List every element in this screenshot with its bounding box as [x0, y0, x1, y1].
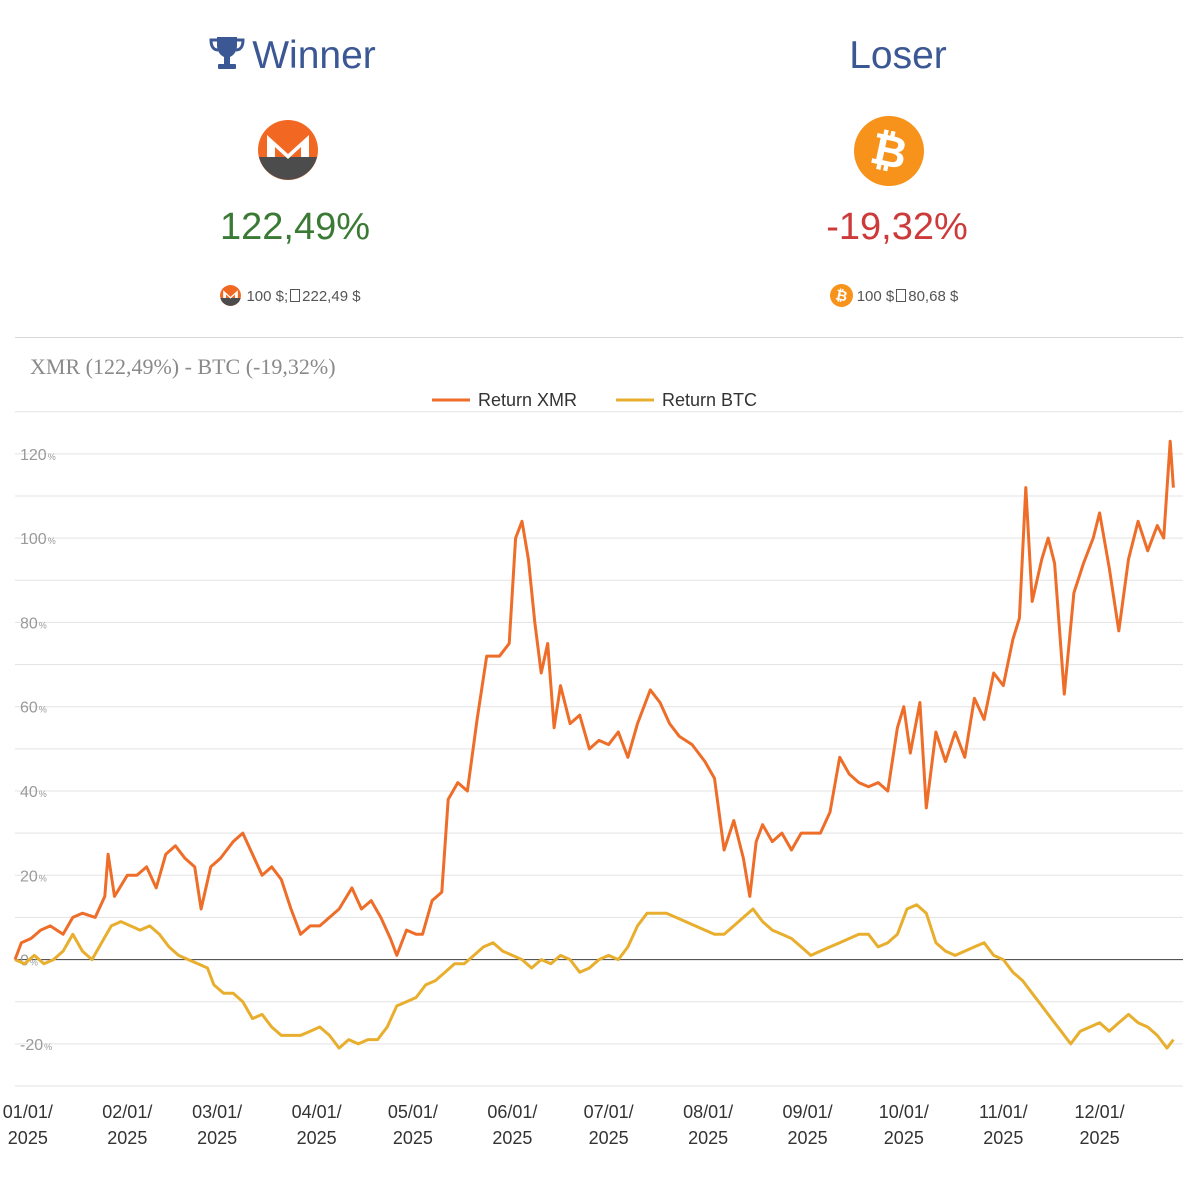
legend-label[interactable]: Return BTC: [662, 390, 757, 410]
y-axis: -20%0%20%40%60%80%100%120%: [20, 447, 56, 1054]
series-line-btc: [14, 903, 1175, 1050]
x-tick-label: 10/01/: [879, 1102, 929, 1122]
y-tick-label: -20%: [20, 1037, 52, 1054]
y-tick-label: 120%: [20, 447, 56, 464]
winner-result: 222,49 $: [302, 288, 361, 305]
loser-heading: Loser: [849, 34, 947, 77]
x-tick-label-year: 2025: [393, 1128, 433, 1148]
x-tick-label-year: 2025: [1080, 1128, 1120, 1148]
x-tick-label: 02/01/: [102, 1102, 152, 1122]
return-chart: XMR (122,49%) - BTC (-19,32%) -20%0%20%4…: [3, 354, 1183, 1148]
winner-heading-text: Winner: [252, 34, 376, 77]
x-tick-label-year: 2025: [688, 1128, 728, 1148]
trophy-icon: [208, 34, 246, 82]
winner-investment-line: 100 $; 222,49 $: [0, 284, 590, 307]
x-tick-label-year: 2025: [492, 1128, 532, 1148]
loser-investment-line: ₿ 100 $ 80,68 $: [594, 284, 1194, 307]
arrow-placeholder-icon: [896, 289, 907, 302]
x-tick-label: 03/01/: [192, 1102, 242, 1122]
y-tick-label: 100%: [20, 531, 56, 548]
x-tick-label: 07/01/: [584, 1102, 634, 1122]
loser-percent: -19,32%: [826, 206, 968, 248]
x-tick-label: 11/01/: [979, 1102, 1028, 1122]
x-tick-label: 06/01/: [487, 1102, 537, 1122]
x-tick-label-year: 2025: [297, 1128, 337, 1148]
chart-title: XMR (122,49%) - BTC (-19,32%): [30, 354, 336, 379]
chart-top-divider: [15, 337, 1183, 338]
chart-lines: [13, 439, 1175, 1050]
winner-percent: 122,49%: [219, 206, 370, 248]
winner-investment: 100 $;: [246, 288, 289, 305]
x-tick-label-year: 2025: [8, 1128, 48, 1148]
x-axis: 01/01/2025 02/01/2025 03/01/2025 04/01/2025…: [3, 1102, 1125, 1148]
x-tick-label: 12/01/: [1075, 1102, 1125, 1122]
x-tick-label: 01/01/: [3, 1102, 53, 1122]
arrow-placeholder-icon: [290, 289, 301, 302]
chart-legend[interactable]: Return XMR Return BTC: [432, 390, 757, 410]
x-tick-label: 04/01/: [292, 1102, 342, 1122]
monero-small-icon: [219, 284, 242, 307]
x-tick-label-year: 2025: [107, 1128, 147, 1148]
winner-heading: Winner: [0, 34, 592, 82]
y-tick-label: 80%: [20, 615, 47, 632]
series-line-xmr: [13, 439, 1175, 961]
y-tick-label: 40%: [20, 784, 47, 801]
y-tick-label: 60%: [20, 700, 47, 717]
x-tick-label: 05/01/: [388, 1102, 438, 1122]
x-tick-label: 09/01/: [783, 1102, 833, 1122]
x-tick-label-year: 2025: [589, 1128, 629, 1148]
loser-result: 80,68 $: [908, 288, 959, 305]
x-tick-label-year: 2025: [788, 1128, 828, 1148]
x-tick-label-year: 2025: [983, 1128, 1023, 1148]
x-tick-label-year: 2025: [884, 1128, 924, 1148]
chart-grid: [15, 411, 1183, 1087]
bitcoin-small-icon: ₿: [829, 284, 853, 307]
svg-text:₿: ₿: [834, 287, 849, 305]
y-tick-label: 20%: [20, 868, 47, 885]
bitcoin-icon: ₿: [854, 116, 924, 186]
legend-label[interactable]: Return XMR: [478, 390, 577, 410]
x-tick-label-year: 2025: [197, 1128, 237, 1148]
loser-investment: 100 $: [856, 288, 895, 305]
x-tick-label: 08/01/: [683, 1102, 733, 1122]
monero-icon: [255, 117, 321, 183]
